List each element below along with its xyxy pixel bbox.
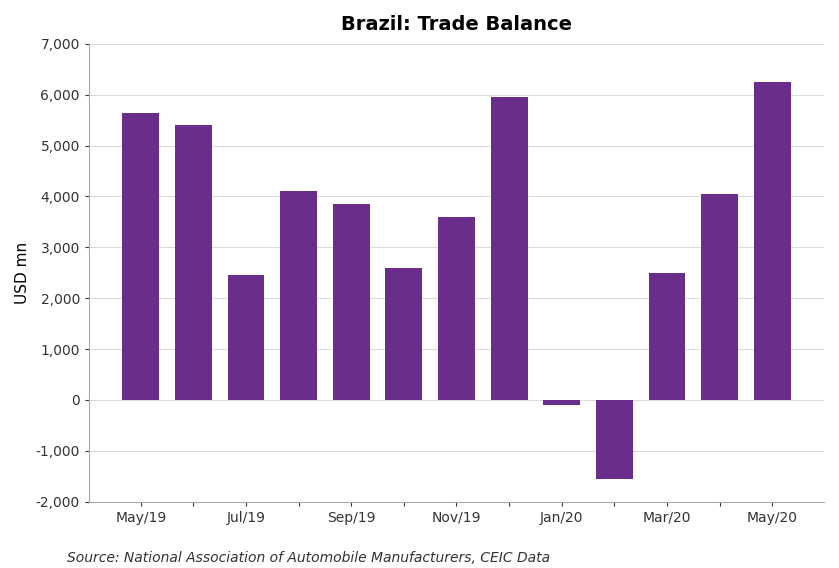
Bar — [227, 275, 264, 400]
Bar — [701, 194, 738, 400]
Bar — [649, 273, 685, 400]
Bar — [544, 400, 580, 405]
Bar — [280, 191, 317, 400]
Title: Brazil: Trade Balance: Brazil: Trade Balance — [341, 15, 572, 34]
Text: Source: National Association of Automobile Manufacturers, CEIC Data: Source: National Association of Automobi… — [67, 551, 550, 565]
Bar — [333, 204, 370, 400]
Bar — [438, 217, 475, 400]
Bar — [122, 112, 159, 400]
Bar — [491, 97, 528, 400]
Bar — [753, 82, 790, 400]
Bar — [596, 400, 633, 479]
Bar — [175, 126, 211, 400]
Bar — [385, 268, 422, 400]
Y-axis label: USD mn: USD mn — [15, 241, 30, 304]
